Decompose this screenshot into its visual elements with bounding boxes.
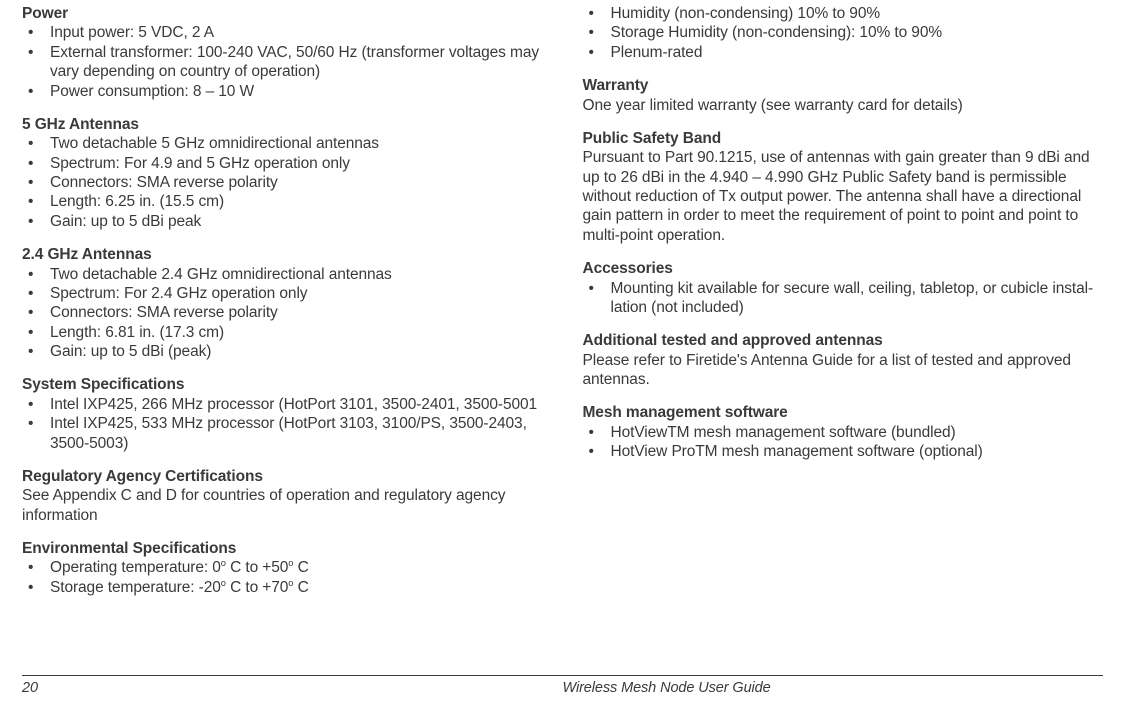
- text: Storage temperature: -20: [50, 579, 221, 596]
- right-column: Humidity (non-condensing) 10% to 90% Sto…: [583, 4, 1104, 611]
- section-additional-antennas: Additional tested and approved antennas …: [583, 331, 1104, 389]
- text: C: [293, 559, 308, 576]
- list-item: External transformer: 100-240 VAC, 50/60…: [22, 43, 543, 82]
- section-warranty: Warranty One year limited warranty (see …: [583, 76, 1104, 115]
- body-additional-antennas: Please refer to Firetide's Antenna Guide…: [583, 351, 1104, 390]
- list-item: Connectors: SMA reverse polarity: [22, 303, 543, 322]
- list-item: Operating temperature: 0o C to +50o C: [22, 558, 543, 577]
- heading-public-safety-band: Public Safety Band: [583, 129, 1104, 148]
- list-item: HotViewTM mesh management software (bund…: [583, 423, 1104, 442]
- page-footer: 20 Wireless Mesh Node User Guide: [0, 675, 1125, 696]
- section-environmental-cont: Humidity (non-condensing) 10% to 90% Sto…: [583, 4, 1104, 62]
- heading-mesh-software: Mesh management software: [583, 403, 1104, 422]
- text: C: [293, 579, 308, 596]
- section-5ghz-antennas: 5 GHz Antennas Two detachable 5 GHz omni…: [22, 115, 543, 231]
- page-number: 20: [22, 680, 563, 696]
- section-mesh-software: Mesh management software HotViewTM mesh …: [583, 403, 1104, 461]
- text: C to +70: [226, 579, 288, 596]
- list-environmental: Operating temperature: 0o C to +50o C St…: [22, 558, 543, 597]
- list-item: Intel IXP425, 266 MHz processor (HotPort…: [22, 395, 543, 414]
- section-regulatory: Regulatory Agency Certifications See App…: [22, 467, 543, 525]
- heading-regulatory: Regulatory Agency Certifications: [22, 467, 543, 486]
- left-column: Power Input power: 5 VDC, 2 A External t…: [22, 4, 543, 611]
- heading-system-specs: System Specifications: [22, 375, 543, 394]
- footer-title: Wireless Mesh Node User Guide: [563, 680, 771, 696]
- list-5ghz-antennas: Two detachable 5 GHz omnidirectional ant…: [22, 134, 543, 231]
- heading-5ghz-antennas: 5 GHz Antennas: [22, 115, 543, 134]
- list-accessories: Mounting kit available for secure wall, …: [583, 279, 1104, 318]
- heading-environmental: Environmental Specifications: [22, 539, 543, 558]
- list-item: Mounting kit available for secure wall, …: [583, 279, 1104, 318]
- heading-accessories: Accessories: [583, 259, 1104, 278]
- list-item: Spectrum: For 2.4 GHz operation only: [22, 284, 543, 303]
- list-item: Gain: up to 5 dBi peak: [22, 212, 543, 231]
- list-item: Input power: 5 VDC, 2 A: [22, 23, 543, 42]
- body-warranty: One year limited warranty (see warranty …: [583, 96, 1104, 115]
- list-item: Gain: up to 5 dBi (peak): [22, 342, 543, 361]
- list-item: Spectrum: For 4.9 and 5 GHz operation on…: [22, 154, 543, 173]
- heading-24ghz-antennas: 2.4 GHz Antennas: [22, 245, 543, 264]
- heading-additional-antennas: Additional tested and approved antennas: [583, 331, 1104, 350]
- text: C to +50: [226, 559, 288, 576]
- list-item: Length: 6.25 in. (15.5 cm): [22, 192, 543, 211]
- list-item: Two detachable 5 GHz omnidirectional ant…: [22, 134, 543, 153]
- section-power: Power Input power: 5 VDC, 2 A External t…: [22, 4, 543, 101]
- body-public-safety-band: Pursuant to Part 90.1215, use of antenna…: [583, 148, 1104, 245]
- list-power: Input power: 5 VDC, 2 A External transfo…: [22, 23, 543, 101]
- footer-line: 20 Wireless Mesh Node User Guide: [22, 680, 1103, 696]
- list-item: Power consumption: 8 – 10 W: [22, 82, 543, 101]
- list-item: Plenum-rated: [583, 43, 1104, 62]
- body-regulatory: See Appendix C and D for countries of op…: [22, 486, 543, 525]
- list-item: Two detachable 2.4 GHz omnidirectional a…: [22, 265, 543, 284]
- section-24ghz-antennas: 2.4 GHz Antennas Two detachable 2.4 GHz …: [22, 245, 543, 361]
- page-body: Power Input power: 5 VDC, 2 A External t…: [0, 0, 1125, 611]
- section-public-safety-band: Public Safety Band Pursuant to Part 90.1…: [583, 129, 1104, 245]
- section-system-specs: System Specifications Intel IXP425, 266 …: [22, 375, 543, 453]
- section-accessories: Accessories Mounting kit available for s…: [583, 259, 1104, 317]
- list-mesh-software: HotViewTM mesh management software (bund…: [583, 423, 1104, 462]
- list-item: Storage Humidity (non-condensing): 10% t…: [583, 23, 1104, 42]
- list-item: Length: 6.81 in. (17.3 cm): [22, 323, 543, 342]
- section-environmental: Environmental Specifications Operating t…: [22, 539, 543, 597]
- list-system-specs: Intel IXP425, 266 MHz processor (HotPort…: [22, 395, 543, 453]
- list-item: Connectors: SMA reverse polarity: [22, 173, 543, 192]
- list-item: HotView ProTM mesh management software (…: [583, 442, 1104, 461]
- text: Operating temperature: 0: [50, 559, 221, 576]
- heading-power: Power: [22, 4, 543, 23]
- heading-warranty: Warranty: [583, 76, 1104, 95]
- list-24ghz-antennas: Two detachable 2.4 GHz omnidirectional a…: [22, 265, 543, 362]
- footer-rule: [22, 675, 1103, 676]
- list-environmental-cont: Humidity (non-condensing) 10% to 90% Sto…: [583, 4, 1104, 62]
- list-item: Intel IXP425, 533 MHz processor (HotPort…: [22, 414, 543, 453]
- list-item: Humidity (non-condensing) 10% to 90%: [583, 4, 1104, 23]
- list-item: Storage temperature: -20o C to +70o C: [22, 578, 543, 597]
